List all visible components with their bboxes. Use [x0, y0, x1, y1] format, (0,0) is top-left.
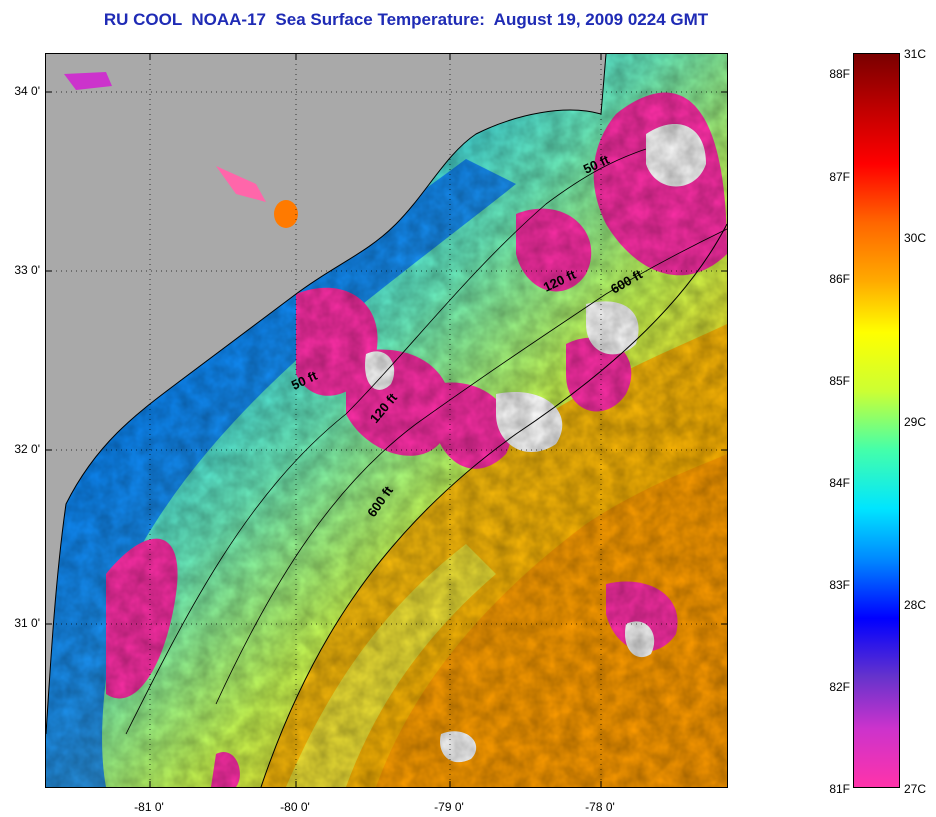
colorbar-label-27c: 27C: [904, 782, 927, 796]
contour-120ft: [215, 228, 727, 705]
lat-label-32: 32 0': [14, 442, 40, 456]
colorbar-label-30c: 30C: [904, 231, 927, 245]
map-title: RU COOL NOAA-17 Sea Surface Temperature:…: [103, 10, 709, 29]
colorbar-label-29c: 29C: [904, 415, 927, 429]
lon-label-79: -79 0': [434, 800, 464, 814]
colorbar-label-84f: 84F: [829, 476, 850, 490]
lat-label-34: 34 0': [14, 84, 40, 98]
inland-lakes: [64, 72, 298, 228]
lon-label-81: -81 0': [134, 800, 164, 814]
coastline: [46, 54, 607, 735]
colorbar-label-83f: 83F: [829, 578, 850, 592]
sst-map: 50 ft 120 ft 600 ft 50 ft 120 ft 600 ft: [45, 53, 728, 788]
contour-50ft: [125, 148, 647, 735]
lat-label-31: 31 0': [14, 616, 40, 630]
lat-label-33: 33 0': [14, 263, 40, 277]
lon-label-80: -80 0': [280, 800, 310, 814]
lon-label-78: -78 0': [585, 800, 615, 814]
contour-600ft: [260, 223, 727, 787]
colorbar-label-85f: 85F: [829, 374, 850, 388]
colorbar-label-81f: 81F: [829, 782, 850, 796]
colorbar-label-82f: 82F: [829, 680, 850, 694]
colorbar-label-88f: 88F: [829, 67, 850, 81]
temperature-colorbar: [853, 53, 900, 788]
graticule: [46, 54, 727, 787]
colorbar-label-87f: 87F: [829, 170, 850, 184]
land-area: [46, 54, 606, 734]
sst-map-canvas: 50 ft 120 ft 600 ft 50 ft 120 ft 600 ft: [46, 54, 727, 787]
colorbar-label-86f: 86F: [829, 272, 850, 286]
axis-ticks: [46, 54, 727, 787]
colorbar-label-31c: 31C: [904, 47, 927, 61]
colorbar-label-28c: 28C: [904, 598, 927, 612]
